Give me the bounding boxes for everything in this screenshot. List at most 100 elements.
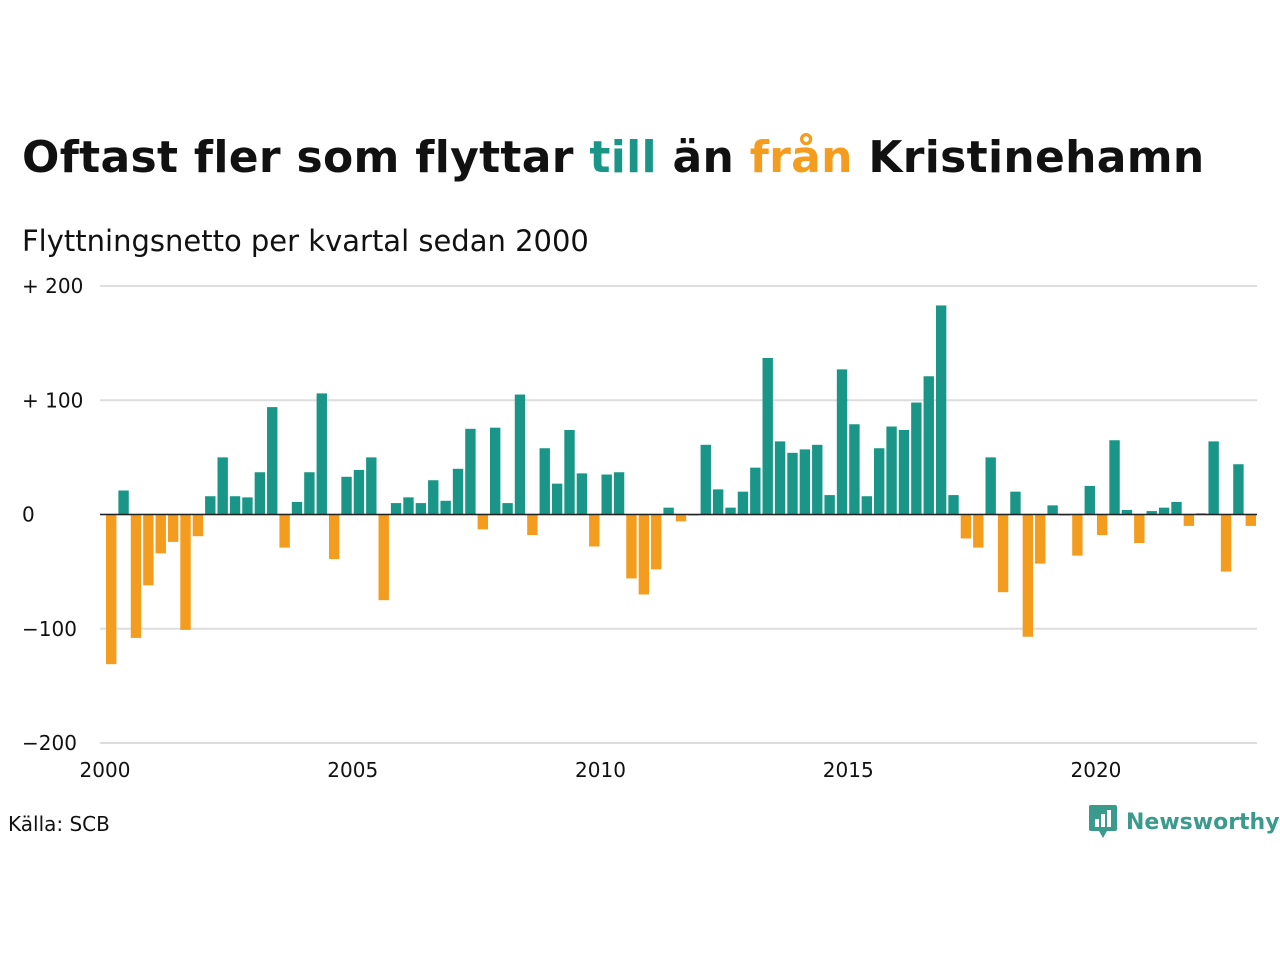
bar-negative <box>997 514 1009 593</box>
bar-positive <box>1146 511 1157 515</box>
bar-positive <box>898 429 910 515</box>
bar-negative <box>589 514 600 547</box>
chart-title: Oftast fler som flyttar till än från Kri… <box>22 132 1205 183</box>
bar-positive <box>787 452 798 515</box>
x-tick-label: 2000 <box>80 758 131 782</box>
bar-positive <box>304 472 315 515</box>
title-highlight-till: till <box>589 132 657 183</box>
bar-negative <box>279 514 290 548</box>
bar-positive <box>403 497 414 515</box>
newsworthy-chart-bubble-icon <box>1089 805 1117 838</box>
source-label: Källa: SCB <box>8 812 110 836</box>
bar-positive <box>539 448 550 515</box>
bar-negative <box>675 514 687 522</box>
bar-positive <box>514 394 526 515</box>
bar-negative <box>106 514 117 665</box>
logo-text: Newsworthy <box>1126 809 1280 835</box>
title-highlight-fran: från <box>749 132 853 183</box>
bar-negative <box>1245 514 1256 526</box>
bar-negative <box>527 514 538 536</box>
bar-negative <box>1183 514 1195 526</box>
y-tick-label: + 200 <box>22 274 83 298</box>
bar-positive <box>1171 501 1182 515</box>
bar-positive <box>229 496 241 515</box>
bar-positive <box>923 376 934 515</box>
bar-positive <box>1208 441 1219 515</box>
bar-positive <box>1109 440 1120 515</box>
bar-negative <box>328 514 340 560</box>
bar-positive <box>291 501 303 515</box>
bar-positive <box>551 483 563 515</box>
chart-subtitle: Flyttningsnetto per kvartal sedan 2000 <box>22 224 589 258</box>
bar-positive <box>762 357 773 515</box>
bar-positive <box>452 468 464 515</box>
bar-negative <box>155 514 166 554</box>
bar-positive <box>812 444 823 515</box>
bar-positive <box>205 496 216 515</box>
bar-positive <box>911 402 922 515</box>
bar-positive <box>576 473 588 515</box>
title-part-3: Kristinehamn <box>852 132 1205 183</box>
bar-negative <box>1072 514 1083 556</box>
bar-negative <box>1134 514 1145 544</box>
title-part-1: Oftast fler som flyttar <box>22 132 590 183</box>
bar-positive <box>712 489 724 515</box>
bar-negative <box>130 514 142 638</box>
bar-positive <box>985 457 996 515</box>
bar-negative <box>180 514 191 630</box>
title-part-2: än <box>656 132 750 183</box>
bar-positive <box>390 503 402 515</box>
bar-positive <box>490 427 501 515</box>
x-tick-label: 2010 <box>575 758 626 782</box>
bar-positive <box>465 428 476 515</box>
bar-positive <box>601 474 612 515</box>
bar-positive <box>886 426 897 515</box>
bar-positive <box>415 503 427 515</box>
bar-positive <box>849 424 860 515</box>
bar-negative <box>973 514 984 548</box>
bar-positive <box>737 491 749 515</box>
x-tick-label: 2005 <box>327 758 378 782</box>
bar-positive <box>824 495 835 515</box>
bar-positive <box>663 507 674 515</box>
bar-negative <box>1022 514 1034 637</box>
bar-negative <box>1220 514 1232 572</box>
bar-positive <box>242 497 253 515</box>
x-tick-label: 2015 <box>823 758 874 782</box>
bar-positive <box>774 441 786 515</box>
bar-negative <box>378 514 389 601</box>
bar-positive <box>366 457 377 515</box>
bar-negative <box>167 514 179 542</box>
bar-positive <box>836 369 848 515</box>
bar-negative <box>143 514 154 586</box>
bar-positive <box>1010 491 1021 515</box>
bar-negative <box>626 514 637 579</box>
bar-positive <box>1047 505 1058 515</box>
bar-positive <box>935 305 947 515</box>
bar-positive <box>1084 485 1095 515</box>
bar-positive <box>440 500 451 515</box>
bar-positive <box>118 490 129 515</box>
bar-positive <box>948 495 959 515</box>
y-tick-label: −100 <box>22 617 77 641</box>
bar-positive <box>267 407 278 515</box>
newsworthy-logo: Newsworthy <box>1088 804 1280 840</box>
bar-positive <box>613 472 625 515</box>
bar-positive <box>1233 464 1244 515</box>
bar-negative <box>651 514 662 570</box>
bar-positive <box>1158 507 1170 515</box>
y-tick-label: 0 <box>22 503 35 527</box>
bar-positive <box>254 472 266 515</box>
bar-positive <box>750 467 761 515</box>
y-tick-label: + 100 <box>22 388 83 412</box>
bar-negative <box>1035 514 1046 564</box>
bar-positive <box>799 449 811 515</box>
bar-negative <box>192 514 204 537</box>
x-tick-label: 2020 <box>1071 758 1122 782</box>
bar-positive <box>428 480 439 515</box>
bar-positive <box>316 393 327 515</box>
y-tick-label: −200 <box>22 731 77 755</box>
bar-positive <box>1121 509 1133 515</box>
bar-negative <box>1096 514 1108 536</box>
